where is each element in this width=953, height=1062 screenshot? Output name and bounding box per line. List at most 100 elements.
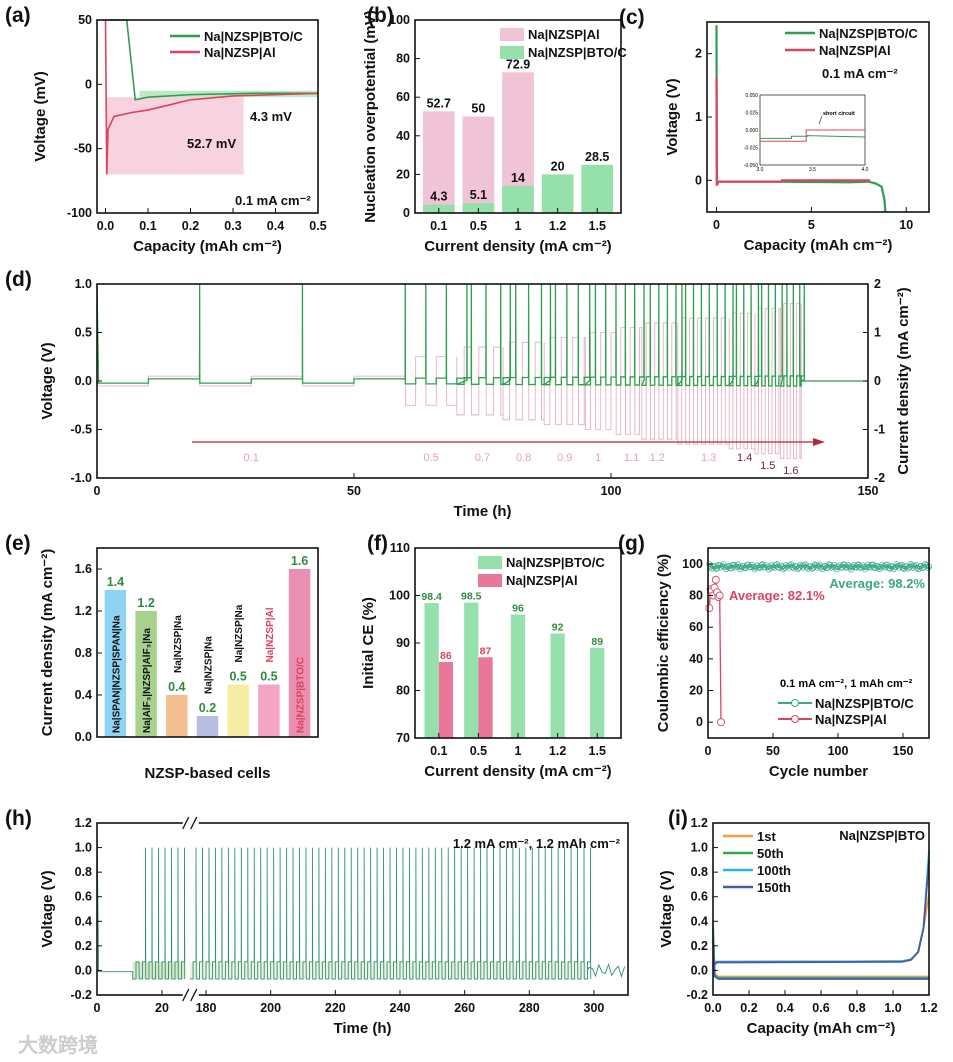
current-step-label: 1.3 (701, 452, 716, 464)
bar (104, 590, 127, 737)
bar-value-label: 1.2 (137, 596, 154, 610)
plot-frame (96, 822, 629, 996)
series-line-1 (104, 19, 319, 175)
current-step-label: 0.9 (557, 452, 572, 464)
inset-x-tick-label: 3.5 (809, 167, 816, 173)
legend-label: Na|NZSP|Al (819, 43, 891, 58)
bar-value-label: 4.3 (430, 190, 447, 204)
x-axis-label: Time (h) (333, 1020, 391, 1037)
bar-value-label: 98.5 (461, 591, 482, 603)
x-tick-label: 5 (808, 218, 815, 232)
y-tick-label: 0 (403, 206, 410, 220)
plot-frame (712, 822, 930, 996)
legend-label: Na|NZSP|BTO/C (506, 555, 605, 570)
y-tick-label: 0.0 (691, 963, 708, 977)
plating-curve (712, 927, 929, 979)
cell-name-label: Na|AlF₃|NZSP|AlF₃|Na (142, 628, 153, 733)
cell-name-label: Na|SPAN|NZSP|SPAN|Na (111, 615, 122, 733)
inset-annotation: short circuit (823, 111, 855, 117)
inset-y-tick-label: 0.025 (745, 111, 758, 117)
bar (288, 569, 311, 737)
x-tick-label: 0.1 (139, 219, 156, 233)
data-point (780, 566, 787, 573)
axis-break-icon (190, 988, 198, 1002)
bar-value-label: 1.6 (291, 554, 308, 568)
chart-title: Na|NZSP|BTO (839, 828, 925, 843)
right-y-tick-label: 2 (874, 277, 881, 291)
inset-x-tick-label: 3.0 (757, 167, 764, 173)
bar (464, 602, 479, 738)
bar-value-label: 0.5 (260, 670, 277, 684)
x-tick-label: 0.5 (309, 219, 326, 233)
cycling-band (189, 961, 588, 980)
x-category-label: 0.1 (430, 219, 447, 233)
axis-break-icon (190, 816, 198, 830)
current-step-label: 1.1 (624, 452, 639, 464)
x-category-label: 0.1 (430, 744, 447, 758)
bar (590, 647, 605, 738)
panel-g: 0 20 40 60 80 100 0 50 100 150 Cycle number Coulomb… (618, 532, 932, 780)
x-axis-label: Cycle number (769, 763, 868, 780)
y-tick-label: 40 (689, 652, 703, 666)
current-step-label: 1.6 (783, 465, 798, 477)
watermark: 大数跨境 (18, 1033, 98, 1057)
bar (227, 684, 249, 737)
x-tick-label: 0.0 (704, 1001, 721, 1015)
arrow-head-icon (813, 438, 825, 446)
bar-value-label: 50 (471, 102, 485, 116)
plot-frame (96, 547, 319, 738)
x-tick-label: 0.8 (848, 1001, 865, 1015)
y-tick-label: 1.2 (691, 816, 708, 830)
y-axis-label: Voltage (mV) (32, 71, 49, 162)
legend-label: Na|NZSP|Al (506, 573, 578, 588)
voltage-line (189, 847, 592, 980)
x-tick-label: 0.2 (740, 1001, 757, 1015)
legend-label: 150th (757, 880, 791, 895)
legend-label: Na|NZSP|Al (528, 27, 600, 42)
data-point (894, 562, 901, 569)
data-point (788, 561, 795, 568)
bar (438, 662, 454, 738)
data-point (898, 561, 905, 568)
inset-y-tick-label: 0.050 (745, 93, 758, 99)
voltage-line (96, 822, 186, 980)
x-axis-label: Capacity (mAh cm⁻²) (744, 237, 893, 254)
data-point (794, 566, 801, 573)
cell-name-label: Na|NZSP|Al (265, 607, 276, 662)
x-tick-label: 100 (601, 484, 622, 498)
inset-arrow (818, 115, 823, 125)
panel-b: 52.7 50 72.9 4.3 5.1 14 20 28.5 0 20 40 60 80 100 0.1 0… (362, 4, 627, 255)
bar-value-label: 20 (551, 159, 565, 173)
annotation: 0.1 mA cm⁻² (822, 66, 898, 81)
panel-label: (d) (5, 268, 32, 291)
average-label: Average: 98.2% (829, 576, 925, 591)
inset: -0.050 -0.025 0.000 0.025 0.050 3.0 3.5 4.0 shor… (744, 93, 869, 173)
bar-value-label: 72.9 (506, 57, 530, 71)
x-category-label: 1.2 (549, 219, 566, 233)
plot-frame (707, 547, 930, 739)
x-category-label: 1 (515, 744, 522, 758)
panel-a: -100 -50 0 50 0.0 0.1 0.2 0.3 0.4 0.5 Capacity (mA… (5, 4, 327, 255)
panel-f: 98.4 98.5 96 92 89 86 87 70 80 90 100 110 0.1 0.5 1 1.2… (360, 532, 622, 780)
x-tick-label: 50 (347, 484, 361, 498)
stripping-curve (712, 894, 930, 968)
x-tick-label: 0.6 (812, 1001, 829, 1015)
bar (135, 611, 157, 737)
y-tick-label: 0 (85, 77, 92, 91)
x-tick-label: 0 (94, 484, 101, 498)
data-point (880, 563, 887, 570)
y-tick-label: -0.2 (686, 988, 708, 1002)
axis-break-icon (182, 988, 190, 1002)
al-overpotential-region (105, 97, 244, 175)
y-axis-label: Voltage (V) (658, 870, 675, 947)
y-tick-label: 50 (78, 13, 92, 27)
x-tick-label: 0.3 (224, 219, 241, 233)
current-step-label: 1 (595, 452, 601, 464)
current-step-label: 0.7 (475, 452, 490, 464)
panel-c: 0 1 2 0 5 10 Capacity (mAh cm⁻²) Voltage (V) (c)… (619, 6, 930, 254)
bar-value-label: 28.5 (585, 150, 609, 164)
panel-d: -1.0 -0.5 0.0 0.5 1.0 0 50 100 150 Time (h) Voltag… (5, 268, 912, 520)
y-tick-label: 20 (689, 684, 703, 698)
y-tick-label: 80 (396, 684, 410, 698)
x-tick-label: 220 (325, 1001, 346, 1015)
